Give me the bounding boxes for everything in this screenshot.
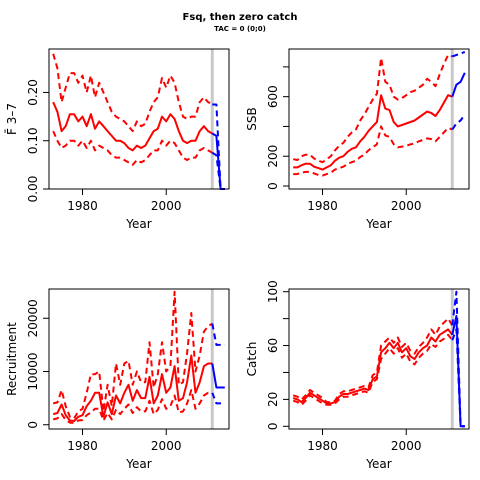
y-tick-label: 600 (266, 85, 280, 108)
x-tick-label: 1980 (307, 439, 338, 453)
series-lower (292, 333, 454, 406)
series-lower (52, 389, 213, 424)
series-projection-lower (451, 328, 465, 428)
y-tick-label: 0.10 (26, 127, 40, 154)
y-tick-label: 10000 (26, 352, 40, 390)
series-upper (52, 290, 213, 420)
x-tick-label: 2000 (151, 199, 182, 213)
x-tick-label: 1980 (67, 439, 98, 453)
panel-fbar: 1980 2000 0.00 0.10 0.20 Year F̄ 3–7 (5, 48, 230, 231)
y-axis-label: F̄ 3–7 (5, 103, 19, 135)
x-tick-label: 2000 (391, 439, 422, 453)
y-tick-label: 60 (266, 338, 280, 353)
y-tick-label: 100 (266, 280, 280, 303)
series-upper (52, 53, 213, 133)
y-tick-label: 200 (266, 145, 280, 168)
y-tick-label: 0 (266, 182, 280, 190)
y-axis-label: SSB (245, 107, 259, 130)
series-median (292, 328, 454, 405)
plot-frame (288, 48, 470, 190)
x-axis-label: Year (125, 457, 151, 471)
series-lower (52, 130, 213, 166)
y-tick-label: 0 (266, 422, 280, 430)
plot-frame (48, 48, 230, 190)
series-projection-lower (451, 113, 466, 130)
series-projection-lower (211, 392, 225, 405)
y-tick-label: 0 (26, 421, 40, 429)
x-tick-label: 1980 (67, 199, 98, 213)
y-tick-label: 20 (266, 392, 280, 407)
y-axis-label: Recruitment (5, 322, 19, 396)
series-projection-upper (451, 51, 466, 58)
y-tick-label: 0.20 (26, 79, 40, 106)
plot-frame (48, 288, 230, 430)
x-tick-label: 2000 (151, 439, 182, 453)
series-projection-upper (211, 323, 225, 346)
series-median (52, 101, 213, 152)
series-projection-median (451, 72, 466, 98)
panel-catch: 1980 2000 0 20 60 100 Year Catch (245, 280, 470, 471)
plot-frame (288, 288, 470, 430)
x-tick-label: 2000 (391, 199, 422, 213)
x-tick-label: 1980 (307, 199, 338, 213)
series-upper (293, 54, 453, 164)
series-upper (292, 317, 454, 404)
y-tick-label: 0.00 (26, 176, 40, 203)
x-axis-label: Year (125, 217, 151, 231)
series-projection-median (211, 363, 225, 389)
panel-ssb: 1980 2000 0 200 600 Year SSB (245, 48, 470, 231)
x-axis-label: Year (365, 217, 391, 231)
figure-title: Fsq, then zero catch (183, 12, 298, 23)
y-axis-label: Catch (245, 342, 259, 377)
series-median (293, 94, 453, 171)
figure-subtitle: TAC = 0 (0;0) (214, 25, 266, 33)
x-axis-label: Year (365, 457, 391, 471)
series-median (52, 354, 213, 422)
y-tick-label: 20000 (26, 299, 40, 337)
